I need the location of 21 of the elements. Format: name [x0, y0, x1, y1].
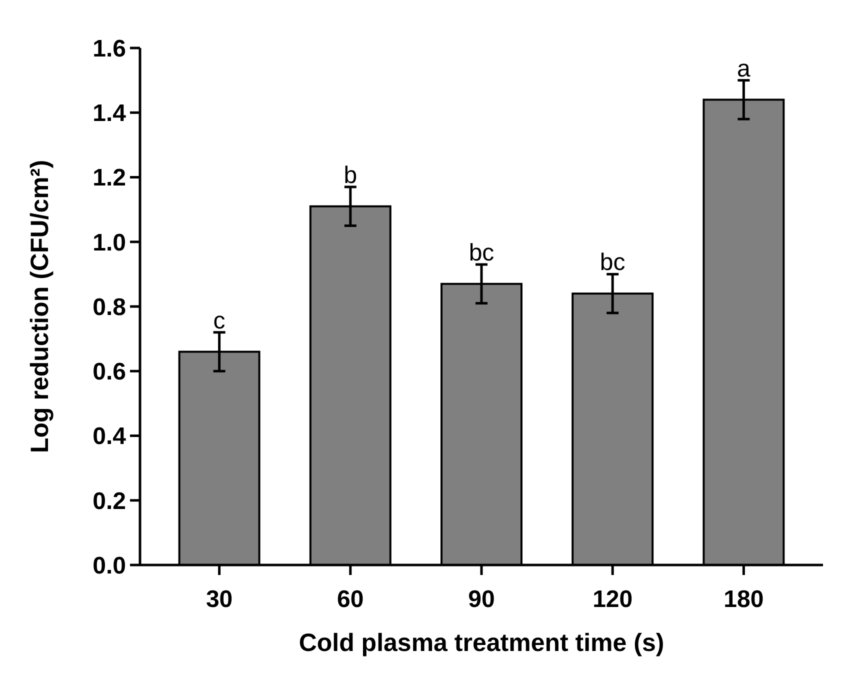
y-tick-label: 1.0	[92, 229, 126, 256]
y-tick-label: 0.2	[92, 488, 126, 515]
y-tick-label: 0.8	[92, 294, 126, 321]
y-tick-label: 1.2	[92, 164, 126, 192]
annotation: bc	[468, 239, 494, 266]
y-tick-label: 0.4	[92, 423, 127, 450]
annotation: b	[344, 162, 358, 189]
y-tick-label: 0.6	[92, 358, 126, 386]
x-tick-label: 60	[337, 586, 364, 613]
y-tick-label: 1.4	[92, 100, 127, 128]
x-tick-label: 180	[724, 586, 764, 613]
x-axis-title: Cold plasma treatment time (s)	[298, 629, 664, 657]
annotation: bc	[600, 249, 626, 276]
y-tick-label: 1.6	[92, 35, 126, 62]
x-tick-label: 120	[592, 586, 633, 613]
y-tick-label: 0.0	[92, 552, 126, 580]
y-axis-title: Log reduction (CFU/cm²)	[26, 160, 54, 454]
x-tick-label: 30	[206, 586, 233, 613]
annotation: c	[213, 307, 226, 334]
x-tick-label: 90	[468, 586, 495, 613]
annotation: a	[737, 55, 752, 82]
